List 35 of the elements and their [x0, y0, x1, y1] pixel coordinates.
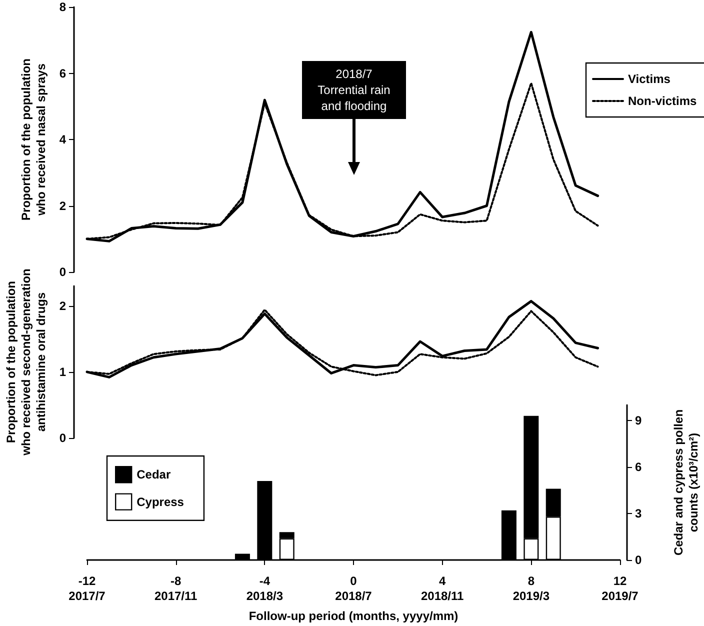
x2-tick-label: 2017/7 [68, 589, 106, 603]
x2-tick-label: 2018/11 [420, 589, 464, 603]
legend-label: Victims [628, 72, 671, 86]
y-tick-label: 6 [59, 66, 66, 80]
x2-tick-label: 2017/11 [154, 589, 198, 603]
x-tick-label: 12 [613, 574, 627, 588]
x-tick-label: 8 [528, 574, 535, 588]
y2-axis-title: Cedar and cypress pollen counts (x10³/cm²) [672, 409, 700, 556]
y2-tick-label: 9 [635, 414, 642, 428]
legend-label: Non-victims [628, 94, 698, 108]
y-tick-label: 4 [59, 132, 66, 146]
annotation: 2018/7 Torrential rain and flooding [302, 61, 406, 119]
y-tick-label: 2 [59, 198, 66, 213]
legend-label: Cedar [136, 468, 171, 482]
x2-tick-label: 2018/7 [335, 589, 372, 603]
x-axis-title: Follow-up period (months, yyyy/mm) [248, 609, 458, 623]
x-tick-label: 4 [438, 574, 446, 588]
y2-tick-label: 6 [635, 460, 642, 474]
y-tick-label: 2 [59, 298, 66, 313]
x2-tick-label: 2018/3 [246, 589, 284, 603]
x-tick-label: -4 [259, 574, 270, 588]
y-tick-label: 8 [59, 0, 66, 14]
y-tick-label: 0 [59, 265, 66, 279]
legend-label: Cypress [136, 494, 184, 509]
y2-tick-label: 0 [635, 553, 642, 567]
y-tick-label: 0 [59, 431, 66, 445]
x2-tick-label: 2019/3 [512, 589, 550, 603]
y-axis-title: Proportion of the population who received second-generation antihistamine oral drugs [4, 268, 48, 456]
x-tick-label: -12 [78, 574, 96, 588]
x-tick-label: -8 [170, 574, 182, 588]
y-axis-title: Proportion of the population who received nasal sprays [18, 58, 48, 220]
y2-tick-label: 3 [635, 506, 642, 520]
x2-tick-label: 2019/7 [602, 589, 639, 603]
y-tick-label: 1 [59, 364, 66, 379]
x-tick-label: 0 [350, 574, 358, 588]
